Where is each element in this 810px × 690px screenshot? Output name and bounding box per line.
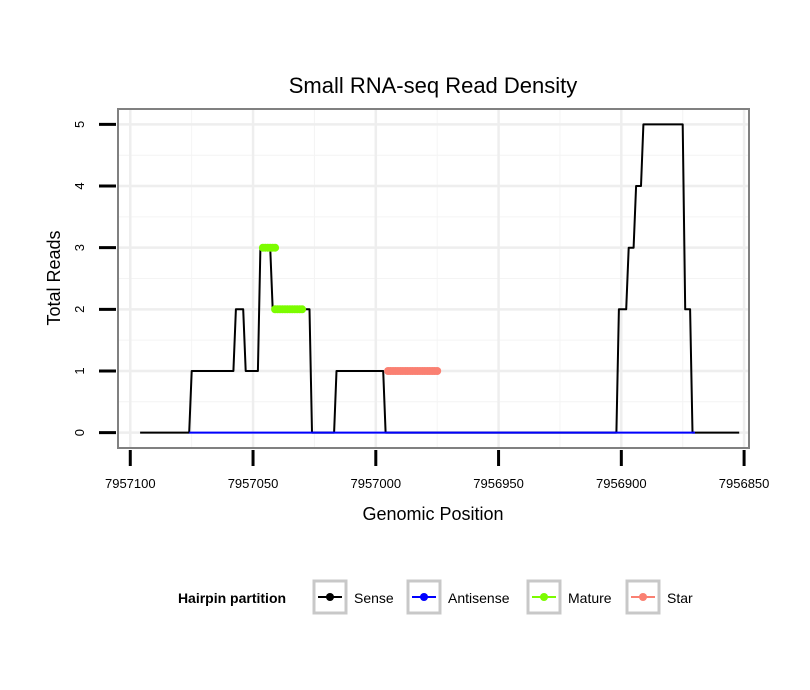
grid-lines (118, 109, 749, 448)
x-axis-title: Genomic Position (362, 504, 503, 524)
y-tick-label: 0 (72, 429, 87, 436)
x-tick-label: 7956950 (473, 476, 524, 491)
x-axis: 7957100 7957050 7957000 7956950 7956900 79568… (105, 450, 769, 491)
series-sense-line (140, 123, 740, 434)
legend: Hairpin partition Sense Antisense Mature St… (178, 579, 693, 615)
series-mature-point (271, 305, 280, 314)
legend-label: Mature (568, 590, 612, 606)
legend-entry-antisense: Antisense (406, 579, 510, 615)
legend-entry-mature: Mature (526, 579, 612, 615)
x-tick-label: 7956900 (596, 476, 647, 491)
x-tick-label: 7957000 (350, 476, 401, 491)
y-tick-label: 5 (72, 121, 87, 128)
legend-key-dot (420, 593, 428, 601)
y-tick-label: 4 (72, 182, 87, 189)
series-mature-point (258, 243, 267, 252)
y-tick-label: 3 (72, 244, 87, 251)
x-tick-label: 7957050 (228, 476, 279, 491)
legend-label: Sense (354, 590, 394, 606)
y-tick-label: 2 (72, 306, 87, 313)
legend-label: Star (667, 590, 693, 606)
legend-title: Hairpin partition (178, 590, 286, 606)
x-tick-label: 7957100 (105, 476, 156, 491)
legend-key-dot (540, 593, 548, 601)
chart-title: Small RNA-seq Read Density (289, 73, 578, 98)
plot-panel (117, 108, 750, 449)
y-axis-title: Total Reads (44, 230, 64, 325)
legend-key-dot (326, 593, 334, 601)
y-tick-label: 1 (72, 367, 87, 374)
x-tick-label: 7956850 (719, 476, 770, 491)
legend-label: Antisense (448, 590, 510, 606)
legend-entry-star: Star (625, 579, 693, 615)
y-axis: 0 1 2 3 4 5 (72, 121, 116, 436)
legend-entry-sense: Sense (312, 579, 394, 615)
series-star-point (384, 367, 393, 375)
legend-key-dot (639, 593, 647, 601)
series-layer (140, 123, 740, 434)
